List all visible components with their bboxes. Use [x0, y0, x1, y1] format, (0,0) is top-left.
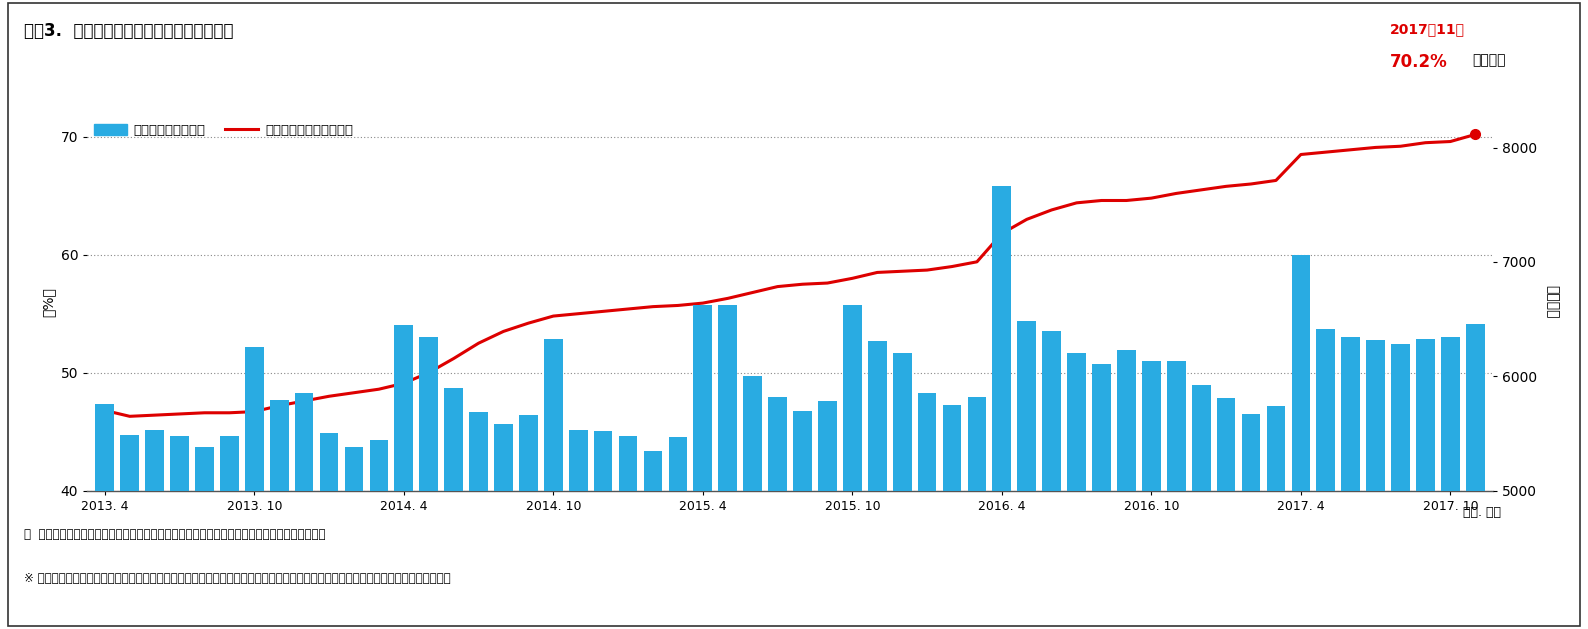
Text: 70.2%: 70.2%: [1390, 53, 1447, 72]
Text: 図表3.  後発薬使用割合と調剤医療費の推移: 図表3. 後発薬使用割合と調剤医療費の推移: [24, 22, 233, 40]
Bar: [419, 337, 438, 629]
Text: （億円）: （億円）: [1472, 53, 1505, 67]
Bar: [918, 393, 937, 629]
Bar: [594, 431, 613, 629]
Bar: [345, 447, 364, 629]
Bar: [743, 376, 762, 629]
Bar: [468, 412, 488, 629]
Bar: [1267, 406, 1285, 629]
Bar: [1167, 362, 1186, 629]
Bar: [195, 447, 214, 629]
Bar: [221, 436, 238, 629]
Bar: [1193, 386, 1210, 629]
Bar: [694, 305, 711, 629]
Bar: [245, 347, 264, 629]
Y-axis label: （億円）: （億円）: [1545, 285, 1559, 319]
Bar: [792, 411, 811, 629]
Bar: [892, 353, 912, 629]
Bar: [1018, 321, 1035, 629]
Text: ※ 「『最近の調剤医療費（電算処理分）の動向』における後発医薬品割合（数量ベース（新指標））」（厚生労働省）より、筆者作成: ※ 「『最近の調剤医療費（電算処理分）の動向』における後発医薬品割合（数量ベース…: [24, 572, 451, 586]
Bar: [319, 433, 338, 629]
Bar: [95, 404, 114, 629]
Bar: [619, 436, 637, 629]
Bar: [1416, 338, 1436, 629]
Bar: [394, 325, 413, 629]
Bar: [545, 338, 562, 629]
Text: 2017年11月: 2017年11月: [1390, 22, 1464, 36]
Bar: [1067, 353, 1086, 629]
Y-axis label: （%）: （%）: [41, 287, 56, 317]
Bar: [1142, 362, 1161, 629]
Bar: [1466, 324, 1485, 629]
Bar: [1042, 330, 1061, 629]
Legend: 調剤医療費［右軸］, 後発薬使用割合［左軸］: 調剤医療費［右軸］, 後発薬使用割合［左軸］: [94, 123, 353, 137]
Bar: [1342, 337, 1359, 629]
Text: ＊  調剤医療費は、電子レセプトを用いた電算処理分だけではなく、紙媒体を含む全数ベース。: ＊ 調剤医療費は、電子レセプトを用いた電算処理分だけではなく、紙媒体を含む全数ベ…: [24, 528, 326, 542]
Bar: [1391, 344, 1410, 629]
Bar: [1116, 350, 1135, 629]
Text: （年. 月）: （年. 月）: [1463, 506, 1501, 520]
Bar: [769, 397, 788, 629]
Bar: [519, 415, 538, 629]
Bar: [843, 305, 862, 629]
Bar: [1366, 340, 1385, 629]
Bar: [1291, 255, 1310, 629]
Bar: [1093, 364, 1112, 629]
Bar: [869, 341, 886, 629]
Bar: [967, 397, 986, 629]
Bar: [992, 186, 1012, 629]
Bar: [145, 430, 164, 629]
Bar: [943, 405, 961, 629]
Bar: [494, 425, 513, 629]
Bar: [643, 450, 662, 629]
Bar: [445, 387, 464, 629]
Bar: [569, 430, 588, 629]
Bar: [170, 436, 189, 629]
Bar: [270, 400, 289, 629]
Bar: [370, 440, 387, 629]
Bar: [295, 393, 313, 629]
Bar: [669, 437, 688, 629]
Bar: [1216, 398, 1235, 629]
Bar: [1316, 330, 1336, 629]
Bar: [121, 435, 140, 629]
Bar: [818, 401, 837, 629]
Bar: [1242, 414, 1261, 629]
Bar: [1440, 337, 1459, 629]
Bar: [718, 305, 737, 629]
